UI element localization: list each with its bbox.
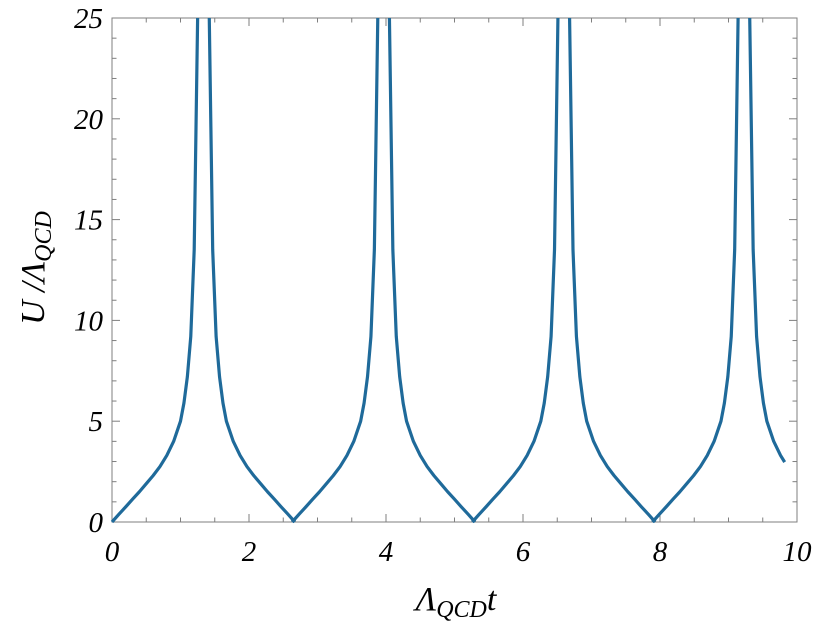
y-tick-label: 20 [74,104,104,136]
y-tick-label: 5 [89,406,104,438]
curve-segment [110,17,200,524]
y-tick-label: 15 [74,205,103,237]
y-tick-label: 10 [74,305,104,337]
y-tick-label: 0 [89,507,104,539]
x-tick-label: 6 [516,536,531,568]
curve-segment [387,17,477,524]
y-axis-title-main: U /Λ [15,261,52,325]
curve-segment [651,17,740,524]
axis-ticks [111,17,798,523]
x-tick-label: 4 [379,536,394,568]
y-axis-title-sub: QCD [31,211,57,262]
y-axis-title: U /ΛQCD [15,211,57,325]
x-axis-title-main: Λ [413,581,437,618]
curve-segment [207,17,297,524]
x-axis-title-suffix: t [487,581,498,618]
x-axis-title: ΛQCDt [413,581,498,623]
x-tick-label: 2 [242,536,257,568]
x-axis-title-sub: QCD [436,597,487,623]
x-tick-label: 8 [653,536,668,568]
x-tick-label: 10 [783,536,813,568]
curve-segment [471,17,560,524]
series-curves [110,17,787,524]
curve-segment [567,17,657,524]
x-tick-label: 0 [105,536,120,568]
y-tick-label: 25 [74,3,103,35]
curve-segment [748,17,787,463]
curve-segment [290,17,380,524]
tick-labels: 0 2 4 6 8 10 0 5 10 15 20 25 [74,3,812,568]
